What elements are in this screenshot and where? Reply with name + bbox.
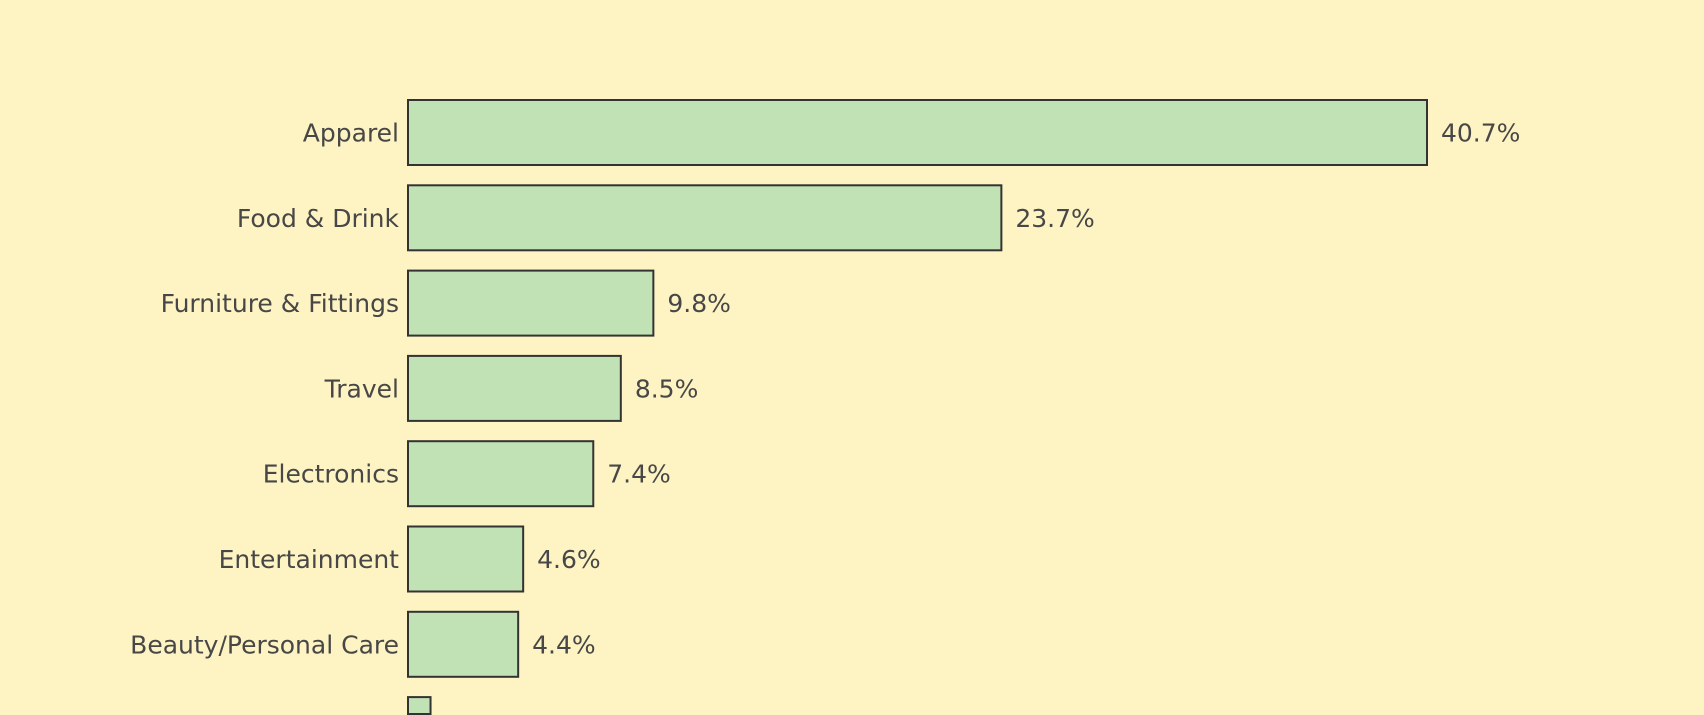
category-label: Furniture & Fittings xyxy=(161,289,399,318)
bar xyxy=(407,184,1003,252)
value-label: 8.5% xyxy=(635,374,699,403)
category-label: Entertainment xyxy=(219,545,400,574)
bar xyxy=(407,696,432,715)
value-label: 40.7% xyxy=(1441,119,1520,148)
bar xyxy=(407,269,655,337)
value-label: 7.4% xyxy=(607,460,671,489)
category-label: Electronics xyxy=(263,460,399,489)
bar xyxy=(407,440,595,508)
category-label: Apparel xyxy=(303,119,399,148)
value-label: 4.6% xyxy=(537,545,601,574)
value-label: 4.4% xyxy=(532,630,596,659)
bar xyxy=(407,354,622,422)
bar xyxy=(407,610,520,678)
category-label: Food & Drink xyxy=(237,204,400,233)
bar xyxy=(407,525,525,593)
bar xyxy=(407,99,1428,166)
value-label: 23.7% xyxy=(1015,204,1094,233)
category-label: Travel xyxy=(324,374,399,403)
value-label: 9.8% xyxy=(667,289,731,318)
category-label: Beauty/Personal Care xyxy=(130,630,399,659)
